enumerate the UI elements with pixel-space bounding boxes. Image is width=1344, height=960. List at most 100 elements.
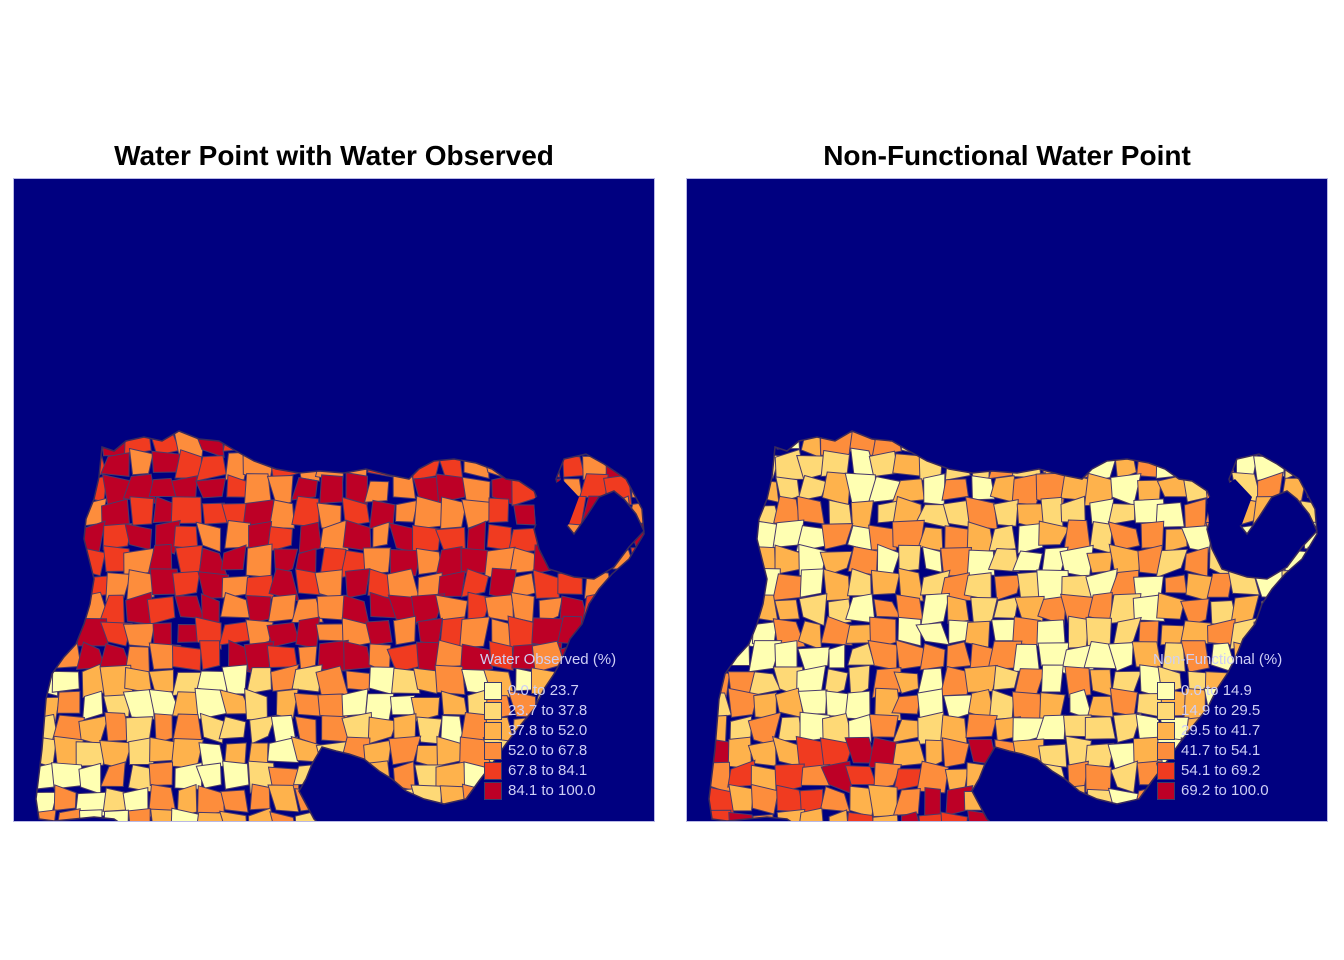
admin-area — [776, 808, 806, 821]
admin-area — [298, 521, 323, 554]
admin-area — [122, 688, 155, 720]
admin-area — [819, 550, 853, 576]
admin-area — [1107, 502, 1136, 526]
admin-area — [919, 642, 946, 671]
admin-area — [195, 811, 227, 821]
admin-area — [389, 694, 415, 716]
admin-area — [291, 664, 323, 693]
admin-area — [609, 576, 636, 595]
admin-area — [410, 696, 441, 722]
admin-area — [916, 760, 949, 794]
admin-area — [800, 431, 822, 459]
admin-area — [154, 713, 173, 745]
admin-area — [1164, 528, 1188, 553]
admin-area — [1013, 668, 1046, 696]
admin-area — [36, 591, 57, 621]
admin-area — [148, 761, 174, 787]
admin-area — [924, 787, 941, 819]
admin-area — [485, 810, 517, 821]
admin-area — [709, 500, 733, 530]
admin-area — [848, 713, 872, 743]
admin-area — [1184, 546, 1209, 578]
admin-area — [391, 667, 421, 694]
admin-area — [344, 568, 371, 599]
admin-area — [317, 431, 340, 459]
admin-area — [129, 496, 155, 526]
legend-label: 84.1 to 100.0 — [508, 782, 596, 799]
admin-area — [534, 810, 563, 821]
admin-area — [36, 547, 61, 575]
admin-area — [513, 504, 536, 526]
admin-area — [867, 639, 898, 671]
admin-area — [389, 548, 422, 579]
legend-swatch — [1157, 762, 1175, 780]
admin-area — [56, 568, 85, 600]
choropleth-non-functional — [708, 430, 1318, 821]
admin-area — [342, 810, 371, 821]
admin-area — [1038, 520, 1071, 546]
admin-area — [172, 570, 201, 597]
admin-area — [971, 475, 996, 501]
admin-area — [774, 640, 798, 671]
admin-area — [1206, 431, 1238, 454]
admin-area — [634, 431, 644, 458]
admin-area — [532, 431, 560, 457]
admin-area — [55, 808, 81, 821]
admin-area — [797, 807, 825, 821]
admin-area — [1180, 808, 1211, 821]
admin-area — [100, 452, 130, 477]
admin-area — [583, 809, 610, 821]
admin-area — [267, 736, 299, 764]
admin-area — [219, 810, 248, 821]
admin-area — [1229, 550, 1261, 577]
admin-area — [987, 454, 1017, 480]
admin-area — [964, 620, 991, 648]
admin-area — [51, 670, 80, 693]
admin-area — [709, 477, 733, 499]
admin-area — [941, 737, 970, 768]
admin-area — [53, 784, 77, 812]
admin-area — [440, 496, 467, 530]
admin-area — [291, 495, 320, 528]
admin-area — [514, 447, 541, 481]
legend-label: 0.0 to 23.7 — [508, 682, 579, 699]
admin-area — [559, 431, 589, 455]
admin-area — [558, 544, 585, 576]
admin-area — [51, 496, 84, 527]
admin-area — [195, 762, 222, 789]
admin-area — [248, 807, 277, 821]
admin-area — [1012, 550, 1043, 572]
admin-area — [410, 784, 443, 812]
legend-swatch — [484, 722, 502, 740]
admin-area — [392, 615, 417, 646]
admin-area — [724, 431, 757, 456]
admin-area — [315, 787, 350, 818]
admin-area — [944, 449, 971, 481]
legend-swatch — [1157, 682, 1175, 700]
admin-area — [199, 712, 225, 744]
admin-area — [892, 787, 921, 816]
admin-area — [776, 431, 801, 450]
admin-area — [891, 740, 927, 768]
admin-area — [1016, 760, 1038, 794]
lake-area — [1207, 479, 1252, 537]
admin-area — [244, 431, 277, 452]
admin-area — [388, 431, 421, 459]
admin-area — [1299, 500, 1317, 526]
admin-area — [224, 519, 252, 549]
admin-area — [1230, 815, 1258, 821]
admin-area — [438, 431, 465, 457]
admin-area — [1160, 813, 1188, 821]
admin-area — [1115, 431, 1137, 452]
admin-area — [823, 668, 849, 699]
admin-area — [36, 495, 58, 530]
admin-area — [54, 452, 85, 480]
admin-area — [372, 521, 391, 548]
admin-area — [1180, 524, 1214, 553]
admin-area — [844, 765, 877, 786]
admin-area — [771, 735, 801, 768]
admin-area — [996, 763, 1023, 795]
admin-area — [709, 714, 728, 746]
admin-area — [920, 592, 951, 626]
admin-area — [828, 643, 846, 669]
